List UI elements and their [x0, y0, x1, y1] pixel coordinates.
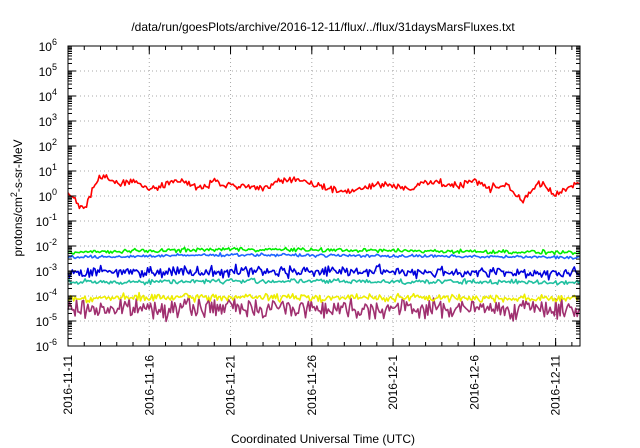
y-tick-base: 10: [39, 115, 53, 129]
y-tick-base: 10: [36, 215, 50, 229]
series-line: [67, 246, 581, 256]
x-tick-labels: 2016-11-11 2016-11-16 2016-11-21 2016-11-26…: [61, 355, 563, 416]
x-tick-label: 2016-11-21: [224, 355, 238, 416]
y-tick-base: 10: [39, 90, 53, 104]
y-tick-label: 10-1: [36, 212, 57, 229]
y-tick-base: 10: [39, 40, 53, 54]
series-line: [67, 252, 581, 260]
series-line: [67, 295, 581, 323]
y-tick-exp: 6: [52, 37, 57, 47]
y-tick-label: 10-2: [36, 237, 57, 254]
y-tick-exp: 3: [52, 112, 57, 122]
y-tick-label: 10-3: [36, 262, 57, 279]
x-tick-label: 2016-11-11: [61, 355, 75, 415]
series-line: [67, 174, 581, 210]
series-line: [67, 263, 581, 281]
y-axis-label: protons/cm2-s-sr-MeV: [9, 139, 25, 256]
y-tick-label: 103: [39, 112, 57, 129]
chart-title: /data/run/goesPlots/archive/2016-12-11/f…: [131, 20, 515, 34]
y-tick-label: 105: [39, 62, 57, 79]
y-axis-label-rest: -s-sr-MeV: [11, 139, 25, 192]
y-tick-label: 10-5: [36, 312, 57, 329]
x-tick-label: 2016-12-1: [386, 355, 400, 410]
y-tick-label: 106: [39, 37, 57, 54]
y-tick-exp: -3: [49, 262, 57, 272]
x-tick-label: 2016-11-16: [142, 355, 156, 416]
y-tick-label: 100: [39, 187, 57, 204]
y-tick-base: 10: [39, 140, 53, 154]
x-tick-label: 2016-12-11: [549, 355, 563, 416]
x-tick-label: 2016-11-26: [305, 355, 319, 416]
series-line: [67, 277, 581, 286]
y-tick-exp: 2: [52, 137, 57, 147]
y-tick-label: 10-6: [36, 337, 57, 354]
y-tick-exp: 0: [52, 187, 57, 197]
y-axis-label-sup: 2: [9, 192, 19, 197]
y-tick-exp: -4: [49, 287, 57, 297]
series-line: [67, 291, 581, 304]
y-tick-base: 10: [36, 290, 50, 304]
y-tick-base: 10: [36, 240, 50, 254]
y-tick-label: 10-4: [36, 287, 57, 304]
y-tick-base: 10: [39, 65, 53, 79]
y-tick-exp: 4: [52, 87, 57, 97]
x-axis-label: Coordinated Universal Time (UTC): [231, 432, 415, 446]
y-tick-base: 10: [36, 340, 50, 354]
y-tick-base: 10: [39, 190, 53, 204]
y-axis-label-base: protons/cm: [11, 197, 25, 256]
y-tick-base: 10: [36, 265, 50, 279]
y-tick-labels: 10-610-510-410-310-210-11001011021031041…: [36, 37, 57, 354]
y-tick-exp: -6: [49, 337, 57, 347]
y-tick-exp: -2: [49, 237, 57, 247]
y-tick-exp: -5: [49, 312, 57, 322]
y-tick-label: 104: [39, 87, 57, 104]
ticks: [67, 45, 580, 347]
x-tick-label: 2016-12-6: [467, 355, 481, 410]
y-tick-base: 10: [36, 315, 50, 329]
y-tick-label: 101: [39, 162, 57, 179]
y-tick-exp: 5: [52, 62, 57, 72]
series-layer: [67, 174, 581, 323]
y-tick-exp: 1: [52, 162, 57, 172]
y-tick-exp: -1: [49, 212, 57, 222]
y-tick-label: 102: [39, 137, 57, 154]
y-tick-base: 10: [39, 165, 53, 179]
